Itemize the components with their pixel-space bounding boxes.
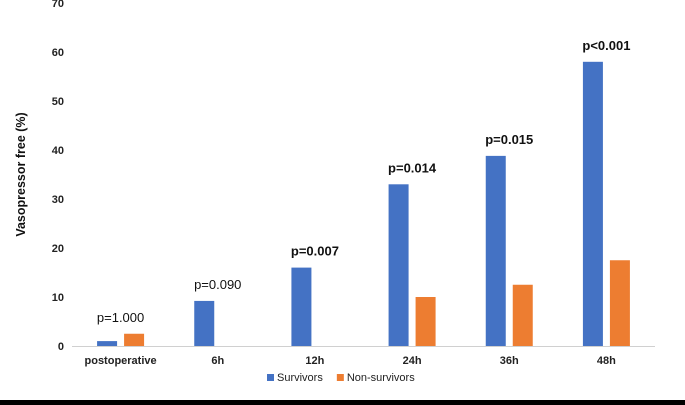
bar-non-survivors-48h: [609, 260, 630, 346]
legend: Survivors Non-survivors: [267, 372, 415, 384]
y-tick-label: 60: [52, 47, 64, 59]
y-tick-label: 50: [52, 96, 64, 108]
bar-survivors-6h: [194, 300, 215, 346]
legend-label: Non-survivors: [347, 372, 415, 384]
y-tick-label: 10: [52, 292, 64, 304]
x-tick-label: 48h: [597, 355, 616, 367]
p-value-label: p=0.015: [485, 132, 533, 147]
p-value-label: p<0.001: [582, 38, 630, 53]
y-axis-title: Vasopressor free (%): [14, 112, 28, 236]
bar-survivors-24h: [388, 184, 409, 346]
bar-survivors-36h: [485, 155, 506, 346]
bar-non-survivors-24h: [415, 297, 436, 346]
x-tick-label: 36h: [500, 355, 519, 367]
legend-swatch: [336, 374, 344, 381]
bar-survivors-postoperative: [97, 341, 118, 346]
x-tick-label: 24h: [403, 355, 422, 367]
p-value-label: p=0.007: [291, 244, 339, 259]
x-tick-label: postoperative: [85, 355, 157, 367]
bars: [97, 61, 630, 347]
p-value-label: p=0.014: [388, 160, 437, 175]
bottom-border: [0, 400, 685, 405]
y-tick-label: 0: [58, 341, 64, 353]
x-axis-ticks: postoperative 6h 12h 24h 36h 48h: [85, 355, 617, 367]
legend-swatch: [267, 374, 274, 381]
y-axis-ticks: 0 10 20 30 40 50 60 70: [52, 0, 64, 353]
y-tick-label: 40: [52, 145, 64, 157]
p-value-label: p=1.000: [97, 310, 144, 325]
y-tick-label: 30: [52, 194, 64, 206]
y-tick-label: 70: [52, 0, 64, 10]
p-value-label: p=0.090: [194, 277, 241, 292]
bar-survivors-48h: [582, 61, 603, 347]
p-value-annotations: p=1.000 p=0.090 p=0.007 p=0.014 p=0.015 p<0.0…: [97, 38, 631, 325]
bar-non-survivors-postoperative: [124, 333, 145, 346]
legend-label: Survivors: [277, 372, 323, 384]
x-tick-label: 12h: [305, 355, 324, 367]
x-tick-label: 6h: [211, 355, 224, 367]
y-axis-title-group: Vasopressor free (%): [14, 112, 28, 236]
bar-non-survivors-36h: [512, 284, 533, 346]
bar-survivors-12h: [291, 267, 312, 346]
y-tick-label: 20: [52, 243, 64, 255]
